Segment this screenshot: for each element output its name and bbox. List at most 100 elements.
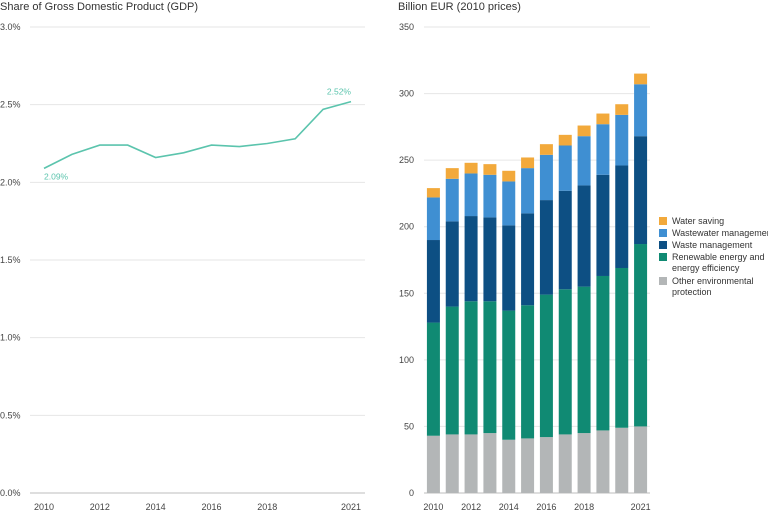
eur-y-tick-label: 100	[399, 355, 414, 365]
bar-segment-other-environmental	[483, 433, 497, 493]
bar-segment-wastewater-management	[445, 178, 459, 222]
bar-segment-water-saving	[521, 157, 535, 169]
bar-segment-wastewater-management	[502, 181, 516, 226]
legend-item: Renewable energy and energy efficiency	[659, 252, 765, 273]
bar-segment-waste-management	[502, 225, 516, 311]
eur-chart-y-ticks: 0 50 100 150 200 250 300 350	[399, 22, 414, 498]
bar-segment-water-saving	[615, 104, 629, 115]
gdp-x-tick-label: 2010	[34, 502, 54, 512]
eur-x-tick-label: 2021	[631, 502, 651, 512]
bar-segment-other-environmental	[539, 437, 553, 493]
bar-segment-renewable-energy	[521, 305, 535, 439]
legend-swatch	[659, 253, 667, 261]
eur-x-tick-label: 2016	[536, 502, 556, 512]
legend-label: Renewable energy and energy efficiency	[672, 252, 765, 273]
eur-y-tick-label: 0	[409, 488, 414, 498]
gdp-y-tick-label: 2.0%	[0, 177, 21, 187]
bar-segment-other-environmental	[634, 426, 648, 493]
bar-segment-water-saving	[483, 164, 497, 175]
bar-segment-other-environmental	[596, 430, 610, 493]
gdp-x-tick-label: 2016	[201, 502, 221, 512]
bar-segment-renewable-energy	[502, 310, 516, 440]
eur-chart-x-ticks: 2010 2012 2014 2016 2018 2021	[423, 502, 650, 512]
bar-segment-waste-management	[539, 200, 553, 295]
bar-segment-renewable-energy	[615, 267, 629, 428]
bar-segment-renewable-energy	[426, 322, 440, 436]
bar-segment-renewable-energy	[634, 244, 648, 427]
bar-segment-other-environmental	[577, 433, 591, 493]
bar-segment-other-environmental	[502, 439, 516, 493]
bar-segment-water-saving	[502, 170, 516, 182]
gdp-chart-grid	[30, 26, 365, 494]
gdp-x-tick-label: 2014	[146, 502, 166, 512]
gdp-y-tick-label: 0.5%	[0, 410, 21, 420]
eur-chart-bars	[426, 73, 648, 493]
gdp-y-tick-label: 1.5%	[0, 255, 21, 265]
bar-segment-waste-management	[464, 216, 478, 302]
bar-segment-water-saving	[539, 144, 553, 155]
bar-segment-other-environmental	[521, 438, 535, 493]
bar-segment-waste-management	[596, 174, 610, 276]
bar-segment-wastewater-management	[426, 197, 440, 241]
bar-segment-water-saving	[634, 73, 648, 85]
bar-segment-water-saving	[577, 125, 591, 137]
bar-segment-renewable-energy	[483, 301, 497, 434]
gdp-x-tick-label: 2018	[257, 502, 277, 512]
bar-segment-wastewater-management	[558, 145, 572, 191]
legend-swatch	[659, 217, 667, 225]
legend-item: Other environmental protection	[659, 276, 754, 297]
gdp-chart-annotations: 2.09% 2.52%	[44, 87, 351, 182]
bar-segment-renewable-energy	[596, 275, 610, 431]
legend-label: Other environmental protection	[672, 276, 754, 297]
bar-segment-renewable-energy	[558, 289, 572, 435]
bar-segment-other-environmental	[615, 427, 629, 493]
legend-swatch	[659, 229, 667, 237]
legend-swatch	[659, 241, 667, 249]
bar-segment-wastewater-management	[634, 84, 648, 137]
bar-segment-wastewater-management	[596, 124, 610, 175]
legend-swatch	[659, 277, 667, 285]
bar-segment-waste-management	[483, 217, 497, 302]
bar-segment-wastewater-management	[577, 136, 591, 186]
bar-segment-waste-management	[615, 165, 629, 268]
gdp-share-line-chart: Share of Gross Domestic Product (GDP) 0.…	[0, 1, 365, 512]
bar-segment-waste-management	[577, 185, 591, 287]
gdp-chart-x-ticks: 2010 2012 2014 2016 2018 2021	[34, 502, 361, 512]
eur-x-tick-label: 2010	[423, 502, 443, 512]
eur-chart-legend: Water saving Wastewater management Waste m…	[659, 216, 768, 297]
gdp-y-tick-label: 1.0%	[0, 333, 21, 343]
eur-chart-grid	[424, 26, 650, 494]
bar-segment-renewable-energy	[577, 286, 591, 434]
bar-segment-water-saving	[596, 113, 610, 125]
gdp-y-tick-label: 3.0%	[0, 22, 21, 32]
gdp-x-tick-label: 2021	[341, 502, 361, 512]
bar-segment-waste-management	[426, 240, 440, 323]
bar-segment-renewable-energy	[539, 294, 553, 438]
bar-segment-other-environmental	[464, 434, 478, 493]
bar-segment-waste-management	[558, 190, 572, 290]
bar-segment-waste-management	[634, 136, 648, 245]
bar-segment-waste-management	[445, 221, 459, 307]
bar-segment-water-saving	[426, 188, 440, 198]
eur-y-tick-label: 150	[399, 288, 414, 298]
legend-item: Water saving	[659, 216, 724, 226]
eur-y-tick-label: 350	[399, 22, 414, 32]
bar-segment-wastewater-management	[539, 154, 553, 201]
gdp-data-label: 2.09%	[44, 171, 69, 181]
gdp-share-line	[43, 100, 352, 170]
bar-segment-water-saving	[464, 162, 478, 174]
bar-segment-other-environmental	[558, 434, 572, 493]
bar-segment-water-saving	[445, 168, 459, 179]
bar-segment-water-saving	[558, 134, 572, 146]
gdp-data-label: 2.52%	[327, 87, 352, 97]
gdp-x-tick-label: 2012	[90, 502, 110, 512]
eur-x-tick-label: 2018	[574, 502, 594, 512]
gdp-chart-series	[43, 100, 352, 170]
eur-y-tick-label: 300	[399, 89, 414, 99]
legend-label: Water saving	[672, 216, 724, 226]
eur-y-tick-label: 200	[399, 222, 414, 232]
bar-segment-other-environmental	[426, 435, 440, 493]
legend-item: Wastewater management	[659, 228, 768, 238]
bar-segment-waste-management	[521, 213, 535, 306]
